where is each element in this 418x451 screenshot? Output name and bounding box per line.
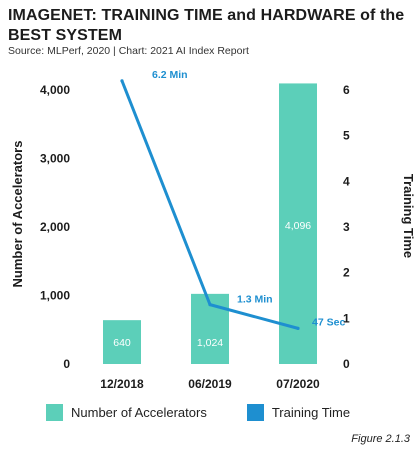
bar-0 <box>103 320 141 364</box>
y-tick-label-4: 4,000 <box>40 83 70 97</box>
y-tick-label-3: 3,000 <box>40 152 70 166</box>
figure-label: Figure 2.1.3 <box>351 433 410 445</box>
legend-label-accelerators: Number of Accelerators <box>71 405 207 420</box>
bar-value-label-2: 4,096 <box>285 220 311 232</box>
line-value-label-0: 6.2 Min <box>152 69 188 81</box>
line-point-0 <box>120 79 124 83</box>
y-tick-label-2: 2,000 <box>40 220 70 234</box>
bar-value-label-0: 640 <box>113 337 131 349</box>
y-tick-label-0: 0 <box>63 357 70 371</box>
line-value-label-1: 1.3 Min <box>237 294 273 306</box>
line-value-label-2: 47 Sec <box>312 316 345 328</box>
right-axis-title: Training Time <box>401 174 416 258</box>
legend-item-training-time: Training Time <box>246 404 351 421</box>
legend: Number of Accelerators Training Time <box>46 404 390 421</box>
legend-item-accelerators: Number of Accelerators <box>46 404 207 421</box>
left-axis-ticks: 0 1,000 2,000 3,000 4,000 <box>40 83 70 371</box>
line-point-2 <box>296 326 300 330</box>
line-point-1 <box>208 303 212 307</box>
y-tick-label-1: 1,000 <box>40 289 70 303</box>
training-time-line <box>120 79 300 330</box>
x-tick-label-1: 06/2019 <box>188 377 232 391</box>
y2-tick-label-0: 0 <box>343 357 350 371</box>
legend-swatch-accelerators <box>46 404 63 421</box>
x-axis-ticks: 12/2018 06/2019 07/2020 <box>100 377 320 391</box>
bar-2 <box>279 83 317 364</box>
bars-group <box>103 83 317 364</box>
legend-label-training-time: Training Time <box>271 405 351 420</box>
y2-tick-label-5: 5 <box>343 129 350 143</box>
chart-subtitle: Source: MLPerf, 2020 | Chart: 2021 AI In… <box>8 45 249 57</box>
legend-swatch-training-time <box>246 404 264 421</box>
right-axis-ticks: 0 1 2 3 4 5 6 <box>343 83 350 371</box>
y2-tick-label-2: 2 <box>343 266 350 280</box>
left-axis-title: Number of Accelerators <box>10 141 25 288</box>
y2-tick-label-4: 4 <box>343 174 350 188</box>
y2-tick-label-3: 3 <box>343 220 350 234</box>
line-labels-group: 6.2 Min 1.3 Min 47 Sec <box>152 69 345 329</box>
x-tick-label-2: 07/2020 <box>276 377 320 391</box>
bar-value-label-1: 1,024 <box>197 337 223 349</box>
chart-title: IMAGENET: TRAINING TIME and HARDWARE of … <box>8 7 405 44</box>
y2-tick-label-6: 6 <box>343 83 350 97</box>
x-tick-label-0: 12/2018 <box>100 377 144 391</box>
bar-labels-group: 640 1,024 4,096 <box>113 220 311 349</box>
y2-tick-label-1: 1 <box>343 311 350 325</box>
line-group <box>120 79 300 330</box>
